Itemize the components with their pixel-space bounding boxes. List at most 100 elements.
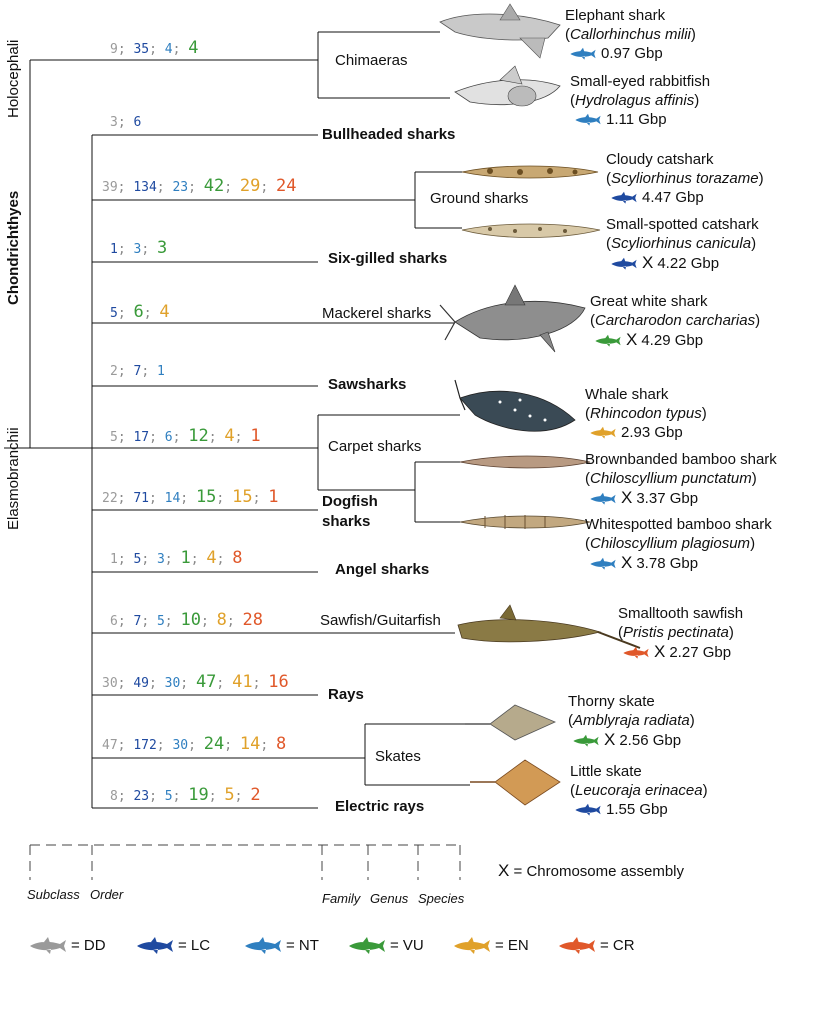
species-count: 17 <box>133 430 150 445</box>
count-separator: ; <box>224 180 240 195</box>
count-separator: ; <box>141 614 157 629</box>
species-count: 1 <box>110 242 118 257</box>
species-count: 5 <box>224 785 235 805</box>
status-shark-icon <box>454 937 490 954</box>
clade-label-ground: Ground sharks <box>430 190 529 207</box>
genome-size-value: 3.78 Gbp <box>636 555 699 572</box>
species-count: 10 <box>180 610 201 630</box>
count-separator: ; <box>156 180 173 195</box>
small-spotted-catshark-illustration <box>461 223 601 238</box>
species-count: 41 <box>232 672 253 692</box>
species-count: 28 <box>242 610 263 630</box>
count-separator: ; <box>172 42 189 57</box>
status-legend-label: = LC <box>178 936 211 954</box>
species-common-name: Whale shark <box>585 386 669 403</box>
count-separator: ; <box>208 789 225 804</box>
count-separator: ; <box>216 552 233 567</box>
count-separator: ; <box>180 491 196 506</box>
clade-label-mackerel: Mackerel sharks <box>322 305 432 322</box>
count-separator: ; <box>260 738 277 753</box>
count-separator: ; <box>141 364 157 379</box>
status-legend-item: = CR <box>557 936 635 956</box>
species-count: 14 <box>164 491 181 506</box>
species-count: 30 <box>164 676 181 691</box>
sawfish-illustration <box>457 604 641 649</box>
count-separator: ; <box>117 676 134 691</box>
species-count: 6 <box>164 430 173 445</box>
species-count: 23 <box>172 180 189 195</box>
genome-size-value: 0.97 Gbp <box>601 45 663 62</box>
species-latin-name: (Chiloscyllium punctatum) <box>585 470 757 487</box>
clade-label-sawfish: Sawfish/Guitarfish <box>320 612 441 629</box>
status-shark-icon <box>575 803 601 816</box>
species-count: 3 <box>156 238 168 258</box>
species-count: 6 <box>133 115 142 130</box>
species-count: 9 <box>110 42 118 57</box>
count-separator: ; <box>117 614 134 629</box>
species-genome-size: X 3.37 Gbp <box>589 488 777 508</box>
species-genome-size: X 4.29 Gbp <box>594 330 760 350</box>
species-count: 7 <box>133 614 142 629</box>
clade-label-electric: Electric rays <box>335 798 425 815</box>
status-shark-icon <box>575 113 601 126</box>
count-separator: ; <box>234 789 251 804</box>
species-count: 8 <box>110 789 118 804</box>
clade-label-dogfish-line1: Dogfish <box>322 493 378 510</box>
cloudy-catshark-illustration <box>461 165 599 179</box>
species-entry: Great white shark (Carcharodon carcharias… <box>590 292 760 350</box>
species-genome-size: 4.47 Gbp <box>610 188 764 207</box>
species-entry: Brownbanded bamboo shark (Chiloscyllium p… <box>585 450 777 508</box>
status-shark-icon <box>590 426 616 439</box>
count-separator: ; <box>117 552 134 567</box>
species-count: 47 <box>102 738 118 753</box>
species-entry: Elephant shark (Callorhinchus milii) 0.97 … <box>565 6 696 63</box>
species-common-name: Elephant shark <box>565 7 666 24</box>
chromosome-icon: X <box>621 488 633 507</box>
genome-size-value: 1.11 Gbp <box>606 111 667 128</box>
count-separator: ; <box>172 430 189 445</box>
status-legend-label: = EN <box>495 936 529 954</box>
species-latin-name: (Callorhinchus milii) <box>565 26 696 43</box>
species-count-row: 22; 71; 14; 15; 15; 1 <box>102 487 278 507</box>
species-count: 30 <box>172 738 189 753</box>
count-separator: ; <box>208 430 225 445</box>
species-count: 4 <box>188 38 199 58</box>
species-count: 8 <box>232 548 243 568</box>
count-separator: ; <box>148 676 165 691</box>
species-latin-name: (Leucoraja erinacea) <box>570 782 708 799</box>
chromosome-legend-text: = Chromosome assembly <box>513 863 684 880</box>
species-latin-name: (Scyliorhinus torazame) <box>606 170 764 187</box>
species-genome-size: 1.11 Gbp <box>574 110 710 129</box>
count-separator: ; <box>224 738 240 753</box>
status-shark-icon <box>349 937 385 954</box>
thorny-skate-illustration <box>465 704 556 741</box>
species-count: 5 <box>110 430 118 445</box>
subclass-label-elasmobranchii: Elasmobranchii <box>5 427 22 530</box>
species-count: 12 <box>188 426 209 446</box>
rank-label-order: Order <box>90 887 124 902</box>
species-count-row: 1; 3; 3 <box>110 238 167 258</box>
species-genome-size: X 4.22 Gbp <box>610 253 759 273</box>
rank-bracket <box>29 844 461 880</box>
species-count: 39 <box>102 180 118 195</box>
species-count: 29 <box>239 176 261 196</box>
species-count: 3 <box>156 552 165 567</box>
count-separator: ; <box>180 676 196 691</box>
count-separator: ; <box>117 364 134 379</box>
genome-size-value: 2.27 Gbp <box>669 644 732 661</box>
little-skate-illustration <box>470 759 561 806</box>
brownbanded-bamboo-shark-illustration <box>459 455 591 469</box>
genome-size-value: 3.37 Gbp <box>636 490 699 507</box>
genome-size-value: 2.56 Gbp <box>619 732 682 749</box>
status-shark-icon <box>570 47 596 60</box>
species-count-row: 47; 172; 30; 24; 14; 8 <box>102 734 286 754</box>
clade-label-carpet: Carpet sharks <box>328 438 422 455</box>
species-count: 2 <box>110 364 118 379</box>
species-common-name: Small-spotted catshark <box>606 216 759 233</box>
status-legend-item: = LC <box>135 936 210 956</box>
species-count: 134 <box>133 180 157 195</box>
species-genome-size: 2.93 Gbp <box>589 423 707 442</box>
species-count: 1 <box>268 487 279 507</box>
species-count-row: 3; 6 <box>110 115 141 130</box>
status-legend-item: = NT <box>243 936 319 956</box>
